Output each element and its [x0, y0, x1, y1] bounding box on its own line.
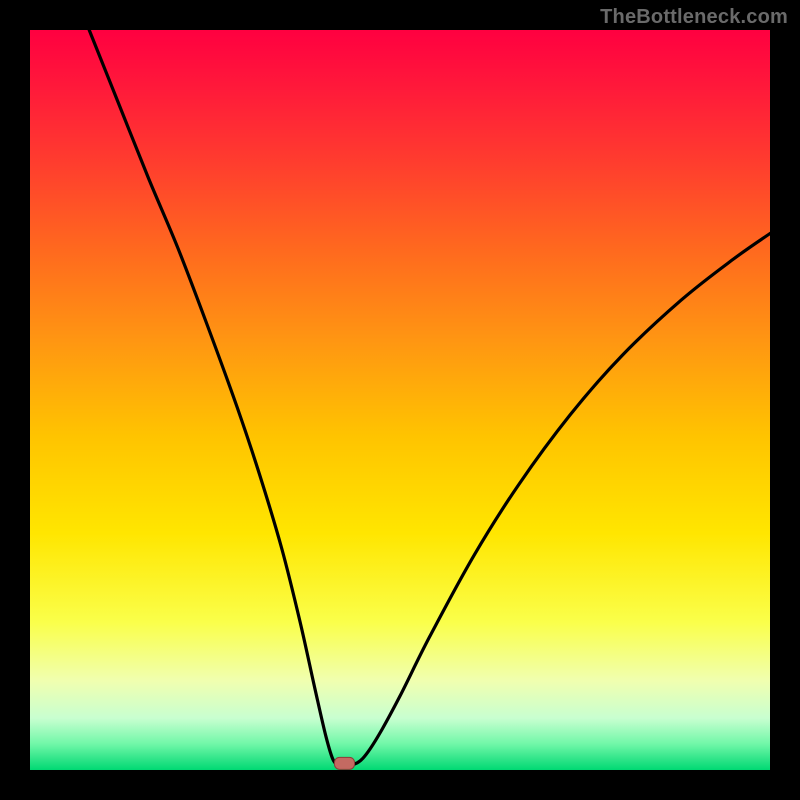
chart-svg — [0, 0, 800, 800]
bottleneck-chart: TheBottleneck.com — [0, 0, 800, 800]
watermark-text: TheBottleneck.com — [600, 6, 788, 29]
optimal-marker — [335, 757, 355, 769]
plot-background — [30, 30, 770, 770]
